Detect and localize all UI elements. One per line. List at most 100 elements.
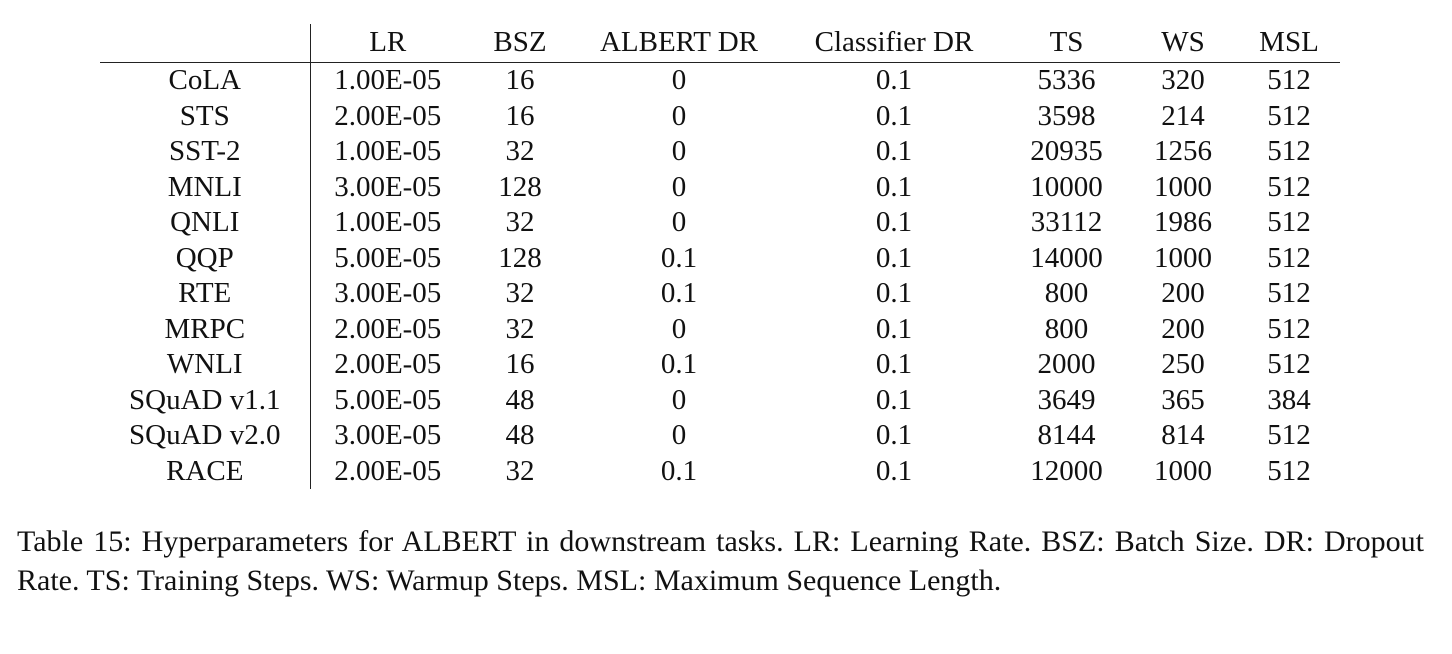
table-row: WNLI 2.00E-05 16 0.1 0.1 2000 250 512 bbox=[100, 347, 1340, 383]
value-cell: 5.00E-05 bbox=[334, 383, 442, 416]
value-cell: 1256 bbox=[1154, 135, 1212, 167]
task-name-cell: WNLI bbox=[100, 347, 311, 383]
value-cell: 1000 bbox=[1154, 454, 1212, 487]
column-header-task bbox=[100, 24, 311, 63]
table-row: STS 2.00E-05 16 0 0.1 3598 214 512 bbox=[100, 98, 1340, 134]
value-cell: 14000 bbox=[1030, 241, 1103, 274]
value-cell: 512 bbox=[1267, 277, 1311, 309]
value-cell: 33112 bbox=[1030, 206, 1103, 238]
task-name-cell: SST-2 bbox=[100, 134, 311, 170]
value-cell: 1.00E-05 bbox=[334, 64, 442, 96]
column-header: ALBERT DR bbox=[575, 24, 783, 63]
column-header: Classifier DR bbox=[783, 24, 1005, 63]
table-row: CoLA 1.00E-05 16 0 0.1 5336 320 512 bbox=[100, 62, 1340, 99]
task-name-cell: MRPC bbox=[100, 311, 311, 347]
value-cell: 200 bbox=[1161, 312, 1205, 345]
column-header: BSZ bbox=[465, 24, 575, 63]
value-cell: 0.1 bbox=[875, 312, 913, 345]
value-cell: 200 bbox=[1161, 277, 1205, 309]
value-cell: 0.1 bbox=[875, 241, 913, 274]
value-cell: 0 bbox=[671, 99, 687, 132]
value-cell: 0 bbox=[671, 419, 687, 451]
value-cell: 214 bbox=[1161, 99, 1205, 132]
value-cell: 10000 bbox=[1030, 170, 1103, 203]
value-cell: 48 bbox=[505, 383, 535, 416]
value-cell: 0 bbox=[671, 64, 687, 96]
value-cell: 800 bbox=[1044, 312, 1089, 345]
value-cell: 0.1 bbox=[875, 64, 913, 96]
value-cell: 32 bbox=[505, 206, 535, 238]
value-cell: 0.1 bbox=[875, 383, 913, 416]
column-header: MSL bbox=[1238, 24, 1340, 63]
value-cell: 0.1 bbox=[660, 241, 698, 274]
value-cell: 320 bbox=[1161, 64, 1205, 96]
table-caption: Table 15: Hyperparameters for ALBERT in … bbox=[17, 525, 1424, 597]
value-cell: 512 bbox=[1267, 312, 1311, 345]
value-cell: 5.00E-05 bbox=[334, 241, 442, 274]
value-cell: 0.1 bbox=[660, 454, 698, 487]
value-cell: 128 bbox=[498, 170, 542, 203]
column-header: WS bbox=[1128, 24, 1238, 63]
hyperparameter-table: LR BSZ ALBERT DR Classifier DR TS WS MSL CoLA 1… bbox=[100, 24, 1340, 489]
table-row: SQuAD v2.0 3.00E-05 48 0 0.1 8144 814 512 bbox=[100, 418, 1340, 454]
value-cell: 512 bbox=[1267, 454, 1311, 487]
value-cell: 0 bbox=[671, 170, 687, 203]
task-name-cell: CoLA bbox=[100, 62, 311, 99]
task-name-cell: QQP bbox=[100, 240, 311, 276]
value-cell: 2.00E-05 bbox=[334, 99, 442, 132]
value-cell: 0.1 bbox=[875, 170, 913, 203]
value-cell: 0.1 bbox=[660, 348, 698, 380]
table-row: SQuAD v1.1 5.00E-05 48 0 0.1 3649 365 384 bbox=[100, 382, 1340, 418]
value-cell: 800 bbox=[1044, 277, 1089, 309]
task-name-cell: QNLI bbox=[100, 205, 311, 241]
task-name-cell: RTE bbox=[100, 276, 311, 312]
task-name-cell: MNLI bbox=[100, 169, 311, 205]
value-cell: 1.00E-05 bbox=[334, 135, 442, 167]
value-cell: 16 bbox=[505, 348, 535, 380]
value-cell: 512 bbox=[1267, 64, 1311, 96]
value-cell: 32 bbox=[505, 277, 535, 309]
value-cell: 512 bbox=[1267, 99, 1311, 132]
value-cell: 0.1 bbox=[875, 206, 913, 238]
value-cell: 128 bbox=[498, 241, 542, 274]
value-cell: 0 bbox=[671, 135, 687, 167]
value-cell: 16 bbox=[505, 64, 535, 96]
column-header: TS bbox=[1005, 24, 1128, 63]
value-cell: 48 bbox=[505, 419, 535, 451]
hyperparameter-table-container: LR BSZ ALBERT DR Classifier DR TS WS MSL CoLA 1… bbox=[100, 24, 1340, 489]
value-cell: 8144 bbox=[1037, 419, 1096, 451]
table-row: RACE 2.00E-05 32 0.1 0.1 12000 1000 512 bbox=[100, 453, 1340, 489]
value-cell: 32 bbox=[505, 135, 535, 167]
value-cell: 384 bbox=[1267, 383, 1311, 416]
value-cell: 3649 bbox=[1037, 383, 1096, 416]
value-cell: 1000 bbox=[1154, 241, 1212, 274]
value-cell: 3.00E-05 bbox=[334, 170, 442, 203]
value-cell: 0 bbox=[671, 383, 687, 416]
table-body: CoLA 1.00E-05 16 0 0.1 5336 320 512 STS 2.00E-05 1… bbox=[100, 62, 1340, 489]
value-cell: 1986 bbox=[1154, 206, 1212, 238]
value-cell: 3.00E-05 bbox=[334, 419, 442, 451]
value-cell: 0.1 bbox=[875, 277, 913, 309]
value-cell: 0.1 bbox=[875, 454, 913, 487]
value-cell: 0 bbox=[671, 206, 687, 238]
value-cell: 5336 bbox=[1037, 64, 1096, 96]
value-cell: 2000 bbox=[1037, 348, 1096, 380]
value-cell: 512 bbox=[1267, 241, 1311, 274]
value-cell: 0.1 bbox=[875, 135, 913, 167]
value-cell: 32 bbox=[505, 454, 535, 487]
value-cell: 512 bbox=[1267, 135, 1311, 167]
task-name-cell: SQuAD v1.1 bbox=[100, 382, 311, 418]
value-cell: 365 bbox=[1161, 383, 1205, 416]
value-cell: 512 bbox=[1267, 170, 1311, 203]
task-name-cell: STS bbox=[100, 98, 311, 134]
value-cell: 1000 bbox=[1154, 170, 1212, 203]
table-row: RTE 3.00E-05 32 0.1 0.1 800 200 512 bbox=[100, 276, 1340, 312]
value-cell: 512 bbox=[1267, 206, 1311, 238]
value-cell: 2.00E-05 bbox=[334, 312, 442, 345]
table-row: SST-2 1.00E-05 32 0 0.1 20935 1256 512 bbox=[100, 134, 1340, 170]
value-cell: 512 bbox=[1267, 419, 1311, 451]
value-cell: 2.00E-05 bbox=[334, 348, 442, 380]
table-header-row: LR BSZ ALBERT DR Classifier DR TS WS MSL bbox=[100, 24, 1340, 63]
table-row: MRPC 2.00E-05 32 0 0.1 800 200 512 bbox=[100, 311, 1340, 347]
value-cell: 814 bbox=[1161, 419, 1205, 451]
